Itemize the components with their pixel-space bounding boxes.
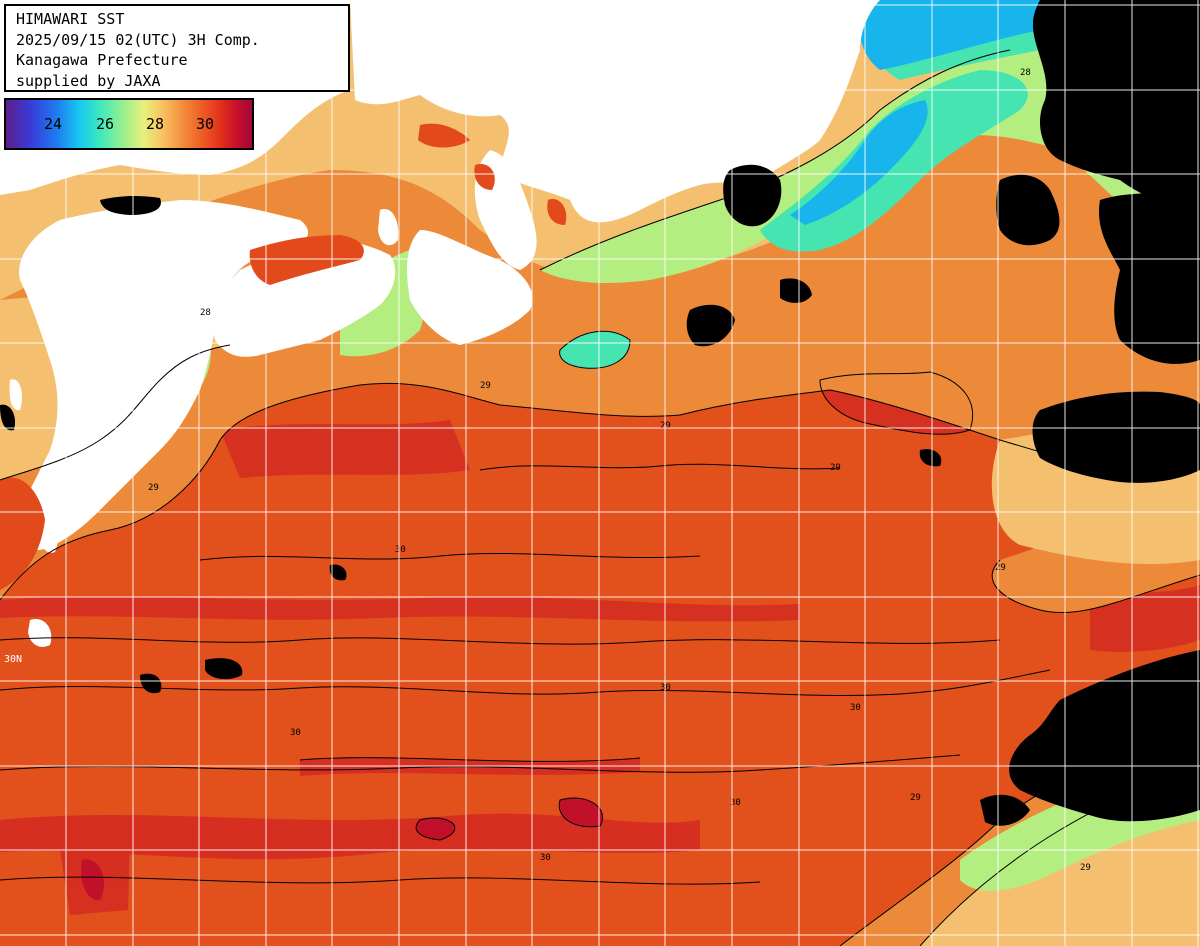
region-name: Kanagawa Prefecture	[16, 51, 188, 69]
cloud-n-1	[723, 164, 782, 227]
contour-label: 29	[480, 381, 491, 391]
cloud-se-2	[980, 794, 1030, 826]
product-title: HIMAWARI SST	[16, 10, 125, 28]
land-island-3	[9, 379, 22, 411]
ocean-26-west	[559, 331, 630, 369]
contour-label: 30	[850, 703, 861, 713]
cloud-nw-2	[0, 404, 16, 431]
contour-label: 28	[1020, 68, 1031, 78]
land-island-2	[39, 519, 58, 553]
latitude-label: 30N	[4, 654, 23, 665]
cloud-e	[1032, 391, 1200, 483]
contour-label: 29	[1080, 863, 1091, 873]
timestamp: 2025/09/15 02(UTC) 3H Comp.	[16, 30, 260, 49]
cloud-w-2	[205, 658, 243, 680]
contours	[0, 49, 1200, 946]
info-box: HIMAWARI SST 2025/09/15 02(UTC) 3H Comp.…	[4, 4, 350, 92]
ocean-25-ne	[858, 0, 1040, 70]
colorbar-tick: 30	[196, 115, 215, 133]
ocean-25	[790, 100, 928, 225]
land-awaji	[378, 209, 399, 246]
contour-label: 28	[1160, 88, 1171, 98]
cloud-ne-1	[1032, 0, 1200, 204]
cloud-ne-2	[1099, 190, 1200, 364]
temperature-colorbar: 24 26 28 30	[4, 98, 254, 150]
land-kyushu	[16, 200, 309, 550]
cloud-ne-3	[996, 174, 1060, 246]
cloud-se-1	[1009, 650, 1200, 822]
contour-label: 28	[200, 308, 211, 318]
cloud-n-2	[686, 304, 735, 347]
cloud-nw	[100, 195, 161, 215]
contour-label: 30	[540, 853, 551, 863]
contour-label: 30	[730, 798, 741, 808]
colorbar-tick: 24	[44, 115, 63, 133]
colorbar-tick: 28	[146, 115, 165, 133]
contour-label: 29	[148, 483, 159, 493]
warm-32-patches	[81, 798, 603, 901]
data-credit: supplied by JAXA	[16, 71, 161, 90]
contour-label: 29	[910, 793, 921, 803]
colorbar-tick: 26	[96, 115, 115, 133]
contour-label: 29	[995, 563, 1006, 573]
ocean-27-inland	[340, 250, 427, 357]
cloud-w-3	[329, 564, 347, 581]
contour-label: 29	[830, 463, 841, 473]
cloud-mid	[919, 449, 942, 467]
land-island-1	[28, 619, 52, 647]
coastal-warm	[0, 123, 567, 590]
cloud-n-3	[780, 278, 812, 303]
clouds	[0, 0, 1200, 826]
contour-label: 30	[290, 728, 301, 738]
contour-label: 30	[395, 545, 406, 555]
